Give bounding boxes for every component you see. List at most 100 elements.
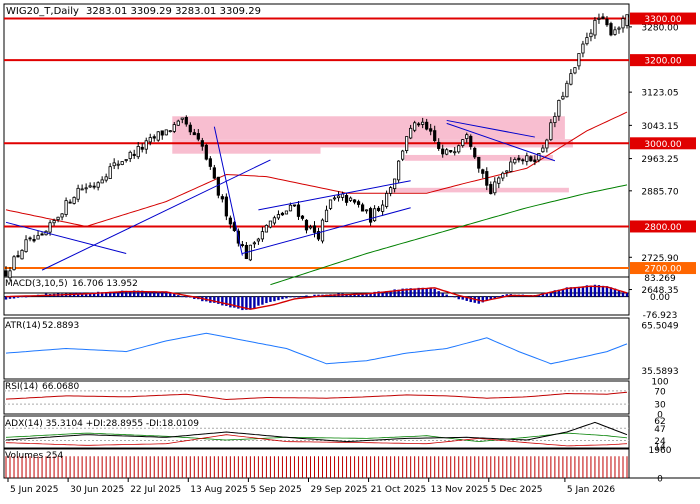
- macd-bar: [613, 288, 617, 297]
- macd-bar: [373, 291, 376, 297]
- candle: [196, 129, 200, 142]
- macd-bar: [289, 296, 292, 298]
- macd-bar: [229, 296, 232, 308]
- macd-bar: [485, 296, 488, 301]
- adx-line: [5, 421, 628, 443]
- macd-bar: [249, 296, 252, 310]
- candle-body: [220, 196, 224, 200]
- candle-body: [20, 249, 24, 260]
- candle: [188, 122, 192, 136]
- macd-bar: [429, 287, 432, 297]
- level-tag-label: 3200.00: [644, 57, 681, 67]
- candle-body: [441, 148, 445, 155]
- candle: [521, 158, 525, 165]
- candle: [220, 194, 224, 203]
- x-tick-label: 13 Aug 2025: [190, 485, 248, 495]
- candle-body: [4, 270, 8, 277]
- x-tick-label: 13 Nov 2025: [431, 485, 489, 495]
- macd-title: MACD(3,10,5): [5, 279, 68, 289]
- candle-body: [304, 219, 309, 231]
- candle: [276, 210, 281, 220]
- candle: [585, 32, 589, 46]
- candle-body: [168, 130, 172, 133]
- candle-body: [445, 149, 449, 155]
- candle-body: [176, 120, 180, 126]
- candle: [425, 118, 429, 131]
- macd-bar: [108, 291, 112, 297]
- macd-bar: [589, 285, 593, 297]
- candle: [80, 184, 84, 191]
- macd-bar: [133, 290, 136, 297]
- macd-bar: [445, 294, 448, 297]
- adx-tick-label: 24: [654, 437, 666, 447]
- candle: [260, 226, 265, 242]
- candle-body: [449, 149, 453, 153]
- candle-body: [52, 220, 56, 224]
- macd-bar: [505, 294, 509, 297]
- candle: [449, 149, 453, 154]
- trendline: [446, 119, 535, 138]
- candle: [20, 249, 24, 260]
- candle-body: [164, 129, 168, 136]
- candle-body: [264, 224, 269, 233]
- macd-bar: [8, 296, 12, 299]
- candle-body: [196, 133, 200, 140]
- macd-bar: [141, 290, 144, 297]
- candle: [469, 134, 473, 150]
- candle-body: [36, 235, 40, 240]
- candle: [108, 163, 112, 179]
- candle: [581, 40, 585, 58]
- candle-body: [589, 32, 593, 38]
- rsi-tick-label: 100: [651, 378, 668, 388]
- candle-body: [577, 53, 581, 67]
- candle-body: [493, 181, 497, 194]
- x-tick-label: 5 Jun 2025: [10, 485, 58, 495]
- y-tick-label: 2648.35: [641, 286, 678, 296]
- symbol-title: WIG20_T,Daily: [6, 6, 79, 17]
- candle-body: [80, 188, 84, 191]
- macd-bar: [349, 294, 352, 297]
- candle: [601, 13, 605, 20]
- y-tick-label: 2885.70: [641, 187, 678, 197]
- macd-bar: [213, 296, 216, 303]
- candle-body: [160, 130, 164, 136]
- candle: [533, 155, 537, 166]
- candle: [405, 136, 409, 154]
- macd-bar: [441, 292, 444, 297]
- candle: [228, 215, 232, 229]
- candle: [92, 182, 96, 190]
- candle-body: [497, 177, 501, 184]
- macd-bar: [501, 295, 504, 297]
- macd-bar: [593, 284, 597, 297]
- candle: [360, 202, 365, 212]
- candle-body: [529, 156, 533, 162]
- candle-body: [252, 242, 257, 245]
- macd-bar: [165, 291, 168, 297]
- macd-bar: [409, 288, 412, 297]
- pane-frame-adx: [3, 415, 630, 449]
- candle: [216, 176, 220, 199]
- candle-body: [533, 159, 537, 163]
- candle-body: [68, 201, 72, 204]
- macd-bar: [609, 287, 613, 297]
- candle: [64, 197, 68, 217]
- macd-bar: [493, 296, 496, 299]
- candle-body: [397, 160, 401, 181]
- candle-body: [597, 17, 601, 20]
- candle: [485, 167, 489, 191]
- macd-bar: [565, 287, 569, 297]
- candle: [593, 17, 597, 39]
- candle: [537, 152, 541, 163]
- macd-bar: [545, 292, 549, 297]
- candle-body: [312, 225, 317, 233]
- candle-body: [108, 166, 112, 179]
- rsi-title: RSI(14): [5, 382, 38, 392]
- macd-bar: [621, 292, 625, 297]
- candle-body: [120, 161, 124, 165]
- candle-body: [541, 147, 545, 153]
- macd-bar: [84, 293, 88, 297]
- candle: [60, 213, 64, 221]
- candle-body: [128, 151, 132, 159]
- candle: [577, 53, 581, 70]
